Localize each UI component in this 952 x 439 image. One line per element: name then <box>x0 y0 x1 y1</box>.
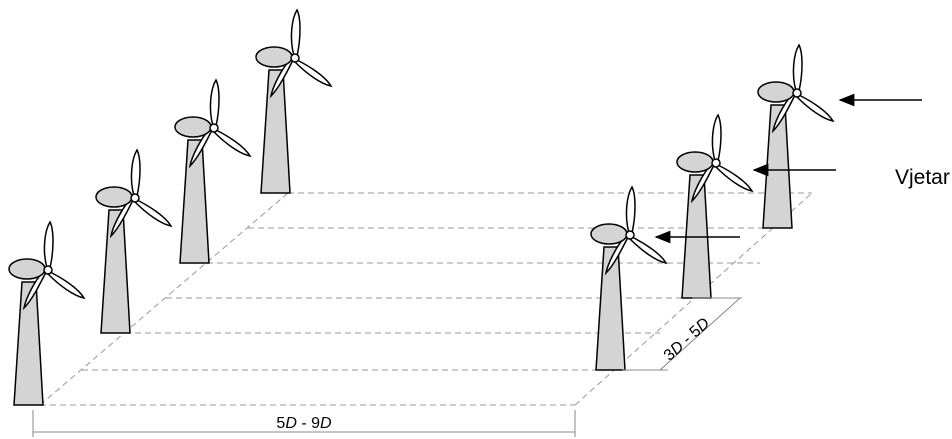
row-dimension <box>32 410 576 437</box>
text: 5 <box>276 415 285 432</box>
row-spacing-label: 5D - 9D <box>276 415 332 432</box>
text: D <box>285 415 297 432</box>
column-spacing-label: 3D - 5D <box>661 315 714 365</box>
wind-arrows <box>654 93 922 244</box>
turbine <box>95 149 172 334</box>
text: - <box>297 415 311 432</box>
wind-label: Vjetar <box>895 166 950 189</box>
turbine <box>590 186 667 371</box>
turbine <box>676 114 753 299</box>
text: D <box>320 415 332 432</box>
turbine <box>255 9 332 194</box>
text: 9 <box>311 415 320 432</box>
turbine <box>757 44 834 229</box>
turbines <box>8 9 834 406</box>
column-dimension <box>622 297 742 371</box>
